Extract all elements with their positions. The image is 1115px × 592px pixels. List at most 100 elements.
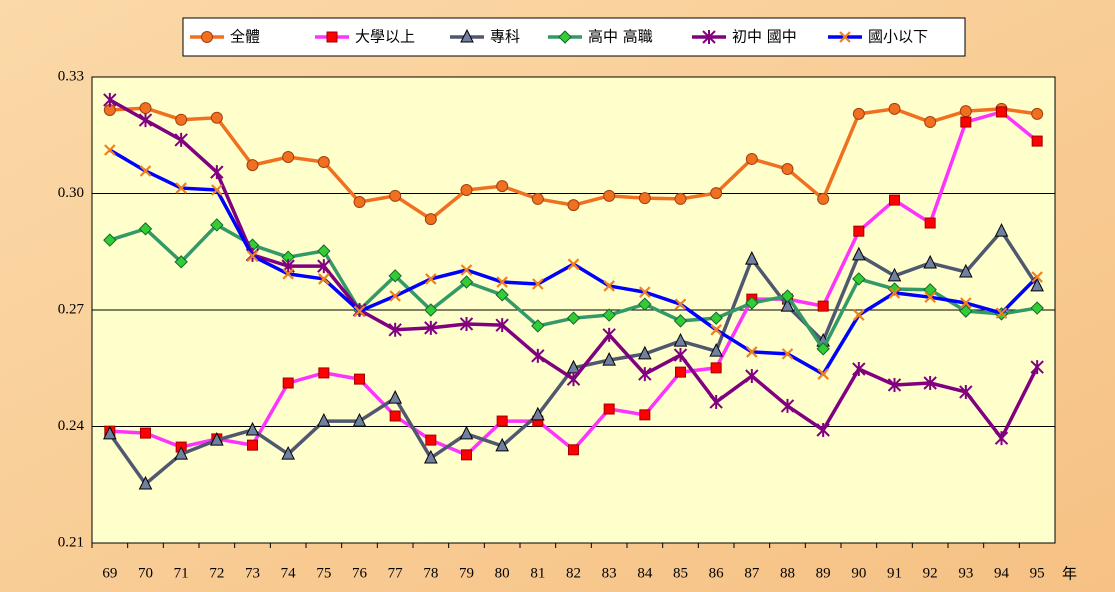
marker bbox=[745, 251, 759, 265]
marker bbox=[924, 116, 937, 129]
x-tick-label: 79 bbox=[459, 565, 474, 581]
marker bbox=[853, 309, 865, 321]
marker bbox=[959, 304, 973, 318]
marker bbox=[567, 258, 580, 270]
marker bbox=[674, 192, 687, 205]
marker bbox=[531, 192, 544, 205]
x-tick-label: 69 bbox=[102, 565, 117, 581]
marker bbox=[317, 156, 330, 169]
marker bbox=[710, 362, 722, 374]
x-tick-label: 84 bbox=[637, 565, 653, 581]
marker bbox=[1031, 107, 1044, 120]
x-tick-label: 77 bbox=[388, 565, 404, 581]
marker bbox=[602, 351, 616, 366]
x-tick-label: 71 bbox=[174, 565, 189, 581]
marker bbox=[175, 113, 188, 126]
x-tick-label: 87 bbox=[744, 565, 760, 581]
marker bbox=[460, 264, 473, 276]
marker bbox=[602, 327, 616, 342]
marker bbox=[389, 189, 402, 202]
marker bbox=[281, 445, 295, 460]
marker bbox=[1030, 360, 1044, 375]
marker bbox=[923, 254, 937, 269]
marker bbox=[675, 366, 686, 378]
marker bbox=[638, 345, 652, 360]
marker bbox=[531, 406, 545, 421]
legend-label: 大學以上 bbox=[355, 28, 415, 46]
marker bbox=[326, 31, 338, 43]
x-tick-label: 76 bbox=[352, 565, 368, 581]
marker bbox=[317, 244, 331, 258]
marker bbox=[780, 289, 795, 303]
marker bbox=[994, 223, 1009, 237]
marker bbox=[424, 303, 438, 317]
marker bbox=[817, 300, 829, 312]
x-tick-label: 89 bbox=[816, 565, 831, 581]
x-axis-label: 年 bbox=[1062, 565, 1077, 583]
marker bbox=[603, 189, 616, 202]
marker bbox=[459, 425, 474, 440]
marker bbox=[210, 165, 224, 180]
marker bbox=[959, 263, 973, 278]
marker bbox=[566, 311, 581, 325]
marker bbox=[201, 31, 213, 43]
marker bbox=[745, 369, 759, 384]
marker bbox=[424, 213, 437, 226]
marker bbox=[923, 376, 937, 391]
marker bbox=[460, 28, 474, 43]
x-tick-label: 81 bbox=[530, 565, 545, 581]
marker bbox=[246, 250, 259, 262]
marker bbox=[388, 322, 402, 337]
marker bbox=[639, 286, 651, 298]
marker bbox=[352, 412, 367, 427]
x-tick-label: 93 bbox=[958, 565, 973, 581]
x-tick-label: 94 bbox=[994, 565, 1010, 581]
x-tick-label: 88 bbox=[780, 565, 795, 581]
marker bbox=[816, 422, 830, 437]
marker bbox=[138, 475, 153, 490]
marker bbox=[495, 288, 509, 302]
marker bbox=[638, 192, 651, 205]
marker bbox=[460, 184, 473, 197]
legend-label: 國小以下 bbox=[868, 28, 928, 46]
y-tick-label: 0.21 bbox=[58, 534, 84, 550]
marker bbox=[817, 192, 830, 205]
legend-label: 初中 國中 bbox=[732, 28, 797, 46]
marker bbox=[887, 267, 902, 282]
marker bbox=[710, 324, 722, 336]
marker bbox=[245, 421, 260, 436]
marker bbox=[496, 180, 509, 193]
marker bbox=[839, 31, 851, 43]
marker bbox=[602, 308, 616, 322]
marker bbox=[566, 372, 581, 387]
marker bbox=[138, 222, 153, 236]
marker bbox=[710, 187, 723, 200]
marker bbox=[496, 415, 508, 427]
marker bbox=[638, 297, 652, 311]
y-tick-label: 0.24 bbox=[58, 418, 85, 434]
marker bbox=[282, 268, 294, 280]
marker bbox=[639, 409, 651, 421]
x-tick-label: 83 bbox=[602, 565, 617, 581]
marker bbox=[780, 398, 795, 413]
y-tick-label: 0.30 bbox=[58, 185, 84, 201]
marker bbox=[424, 449, 438, 464]
marker bbox=[425, 273, 437, 285]
marker bbox=[568, 444, 579, 456]
marker bbox=[388, 390, 402, 404]
marker bbox=[247, 439, 258, 451]
marker bbox=[282, 377, 294, 389]
marker bbox=[852, 107, 865, 120]
marker bbox=[745, 296, 759, 310]
marker bbox=[317, 412, 331, 427]
legend-label: 專科 bbox=[490, 28, 520, 46]
marker bbox=[531, 348, 545, 363]
marker bbox=[211, 184, 223, 196]
marker bbox=[959, 384, 973, 399]
marker bbox=[702, 30, 716, 44]
marker bbox=[709, 343, 723, 357]
x-tick-label: 91 bbox=[887, 565, 902, 581]
marker bbox=[567, 199, 580, 212]
marker bbox=[888, 287, 901, 299]
marker bbox=[888, 102, 901, 115]
